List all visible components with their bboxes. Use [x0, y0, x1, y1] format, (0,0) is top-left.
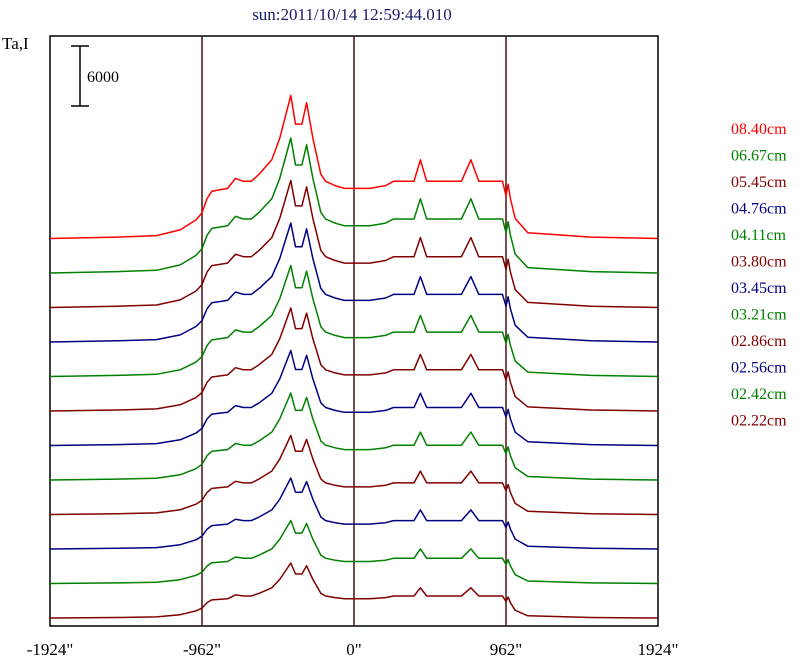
series-line-03.80cm	[49, 307, 659, 412]
legend-entry-04.11cm: 04.11cm	[731, 227, 787, 244]
series-line-04.11cm	[49, 264, 659, 378]
legend-entry-02.56cm: 02.56cm	[731, 360, 787, 377]
legend-entry-02.86cm: 02.86cm	[731, 333, 787, 350]
series-line-02.56cm	[49, 477, 659, 550]
series-line-03.21cm	[49, 392, 659, 481]
series-line-02.42cm	[49, 519, 659, 585]
legend-entry-06.67cm: 06.67cm	[731, 148, 787, 165]
series-line-08.40cm	[49, 94, 659, 240]
legend: 08.40cm 06.67cm 05.45cm 04.76cm 04.11cm 03.80…	[731, 121, 787, 430]
x-tick-label-1: -962"	[183, 640, 221, 659]
legend-entry-04.76cm: 04.76cm	[731, 201, 787, 218]
y-axis-label: Ta,I	[2, 34, 29, 53]
series-layer	[49, 94, 659, 619]
x-tick-labels: -1924" -962" 0" 962" 1924"	[27, 640, 679, 659]
series-line-05.45cm	[49, 179, 659, 309]
series-line-02.22cm	[49, 562, 659, 619]
x-tick-label-4: 1924"	[638, 640, 679, 659]
legend-entry-03.45cm: 03.45cm	[731, 280, 787, 297]
chart-title: sun:2011/10/14 12:59:44.010	[252, 5, 452, 24]
legend-entry-02.22cm: 02.22cm	[731, 413, 787, 430]
vertical-lines	[201, 36, 507, 626]
x-tick-label-2: 0"	[346, 640, 361, 659]
legend-entry-02.42cm: 02.42cm	[731, 386, 787, 403]
legend-entry-08.40cm: 08.40cm	[731, 121, 787, 138]
legend-entry-05.45cm: 05.45cm	[731, 174, 787, 191]
scale-bar-label: 6000	[87, 69, 119, 86]
series-line-06.67cm	[49, 137, 659, 274]
series-line-04.76cm	[49, 222, 659, 343]
x-tick-label-3: 962"	[490, 640, 522, 659]
series-line-02.86cm	[49, 434, 659, 516]
legend-entry-03.21cm: 03.21cm	[731, 307, 787, 324]
legend-entry-03.80cm: 03.80cm	[731, 254, 787, 271]
series-line-03.45cm	[49, 349, 659, 447]
scale-bar: 6000	[71, 45, 119, 107]
x-tick-label-0: -1924"	[27, 640, 74, 659]
